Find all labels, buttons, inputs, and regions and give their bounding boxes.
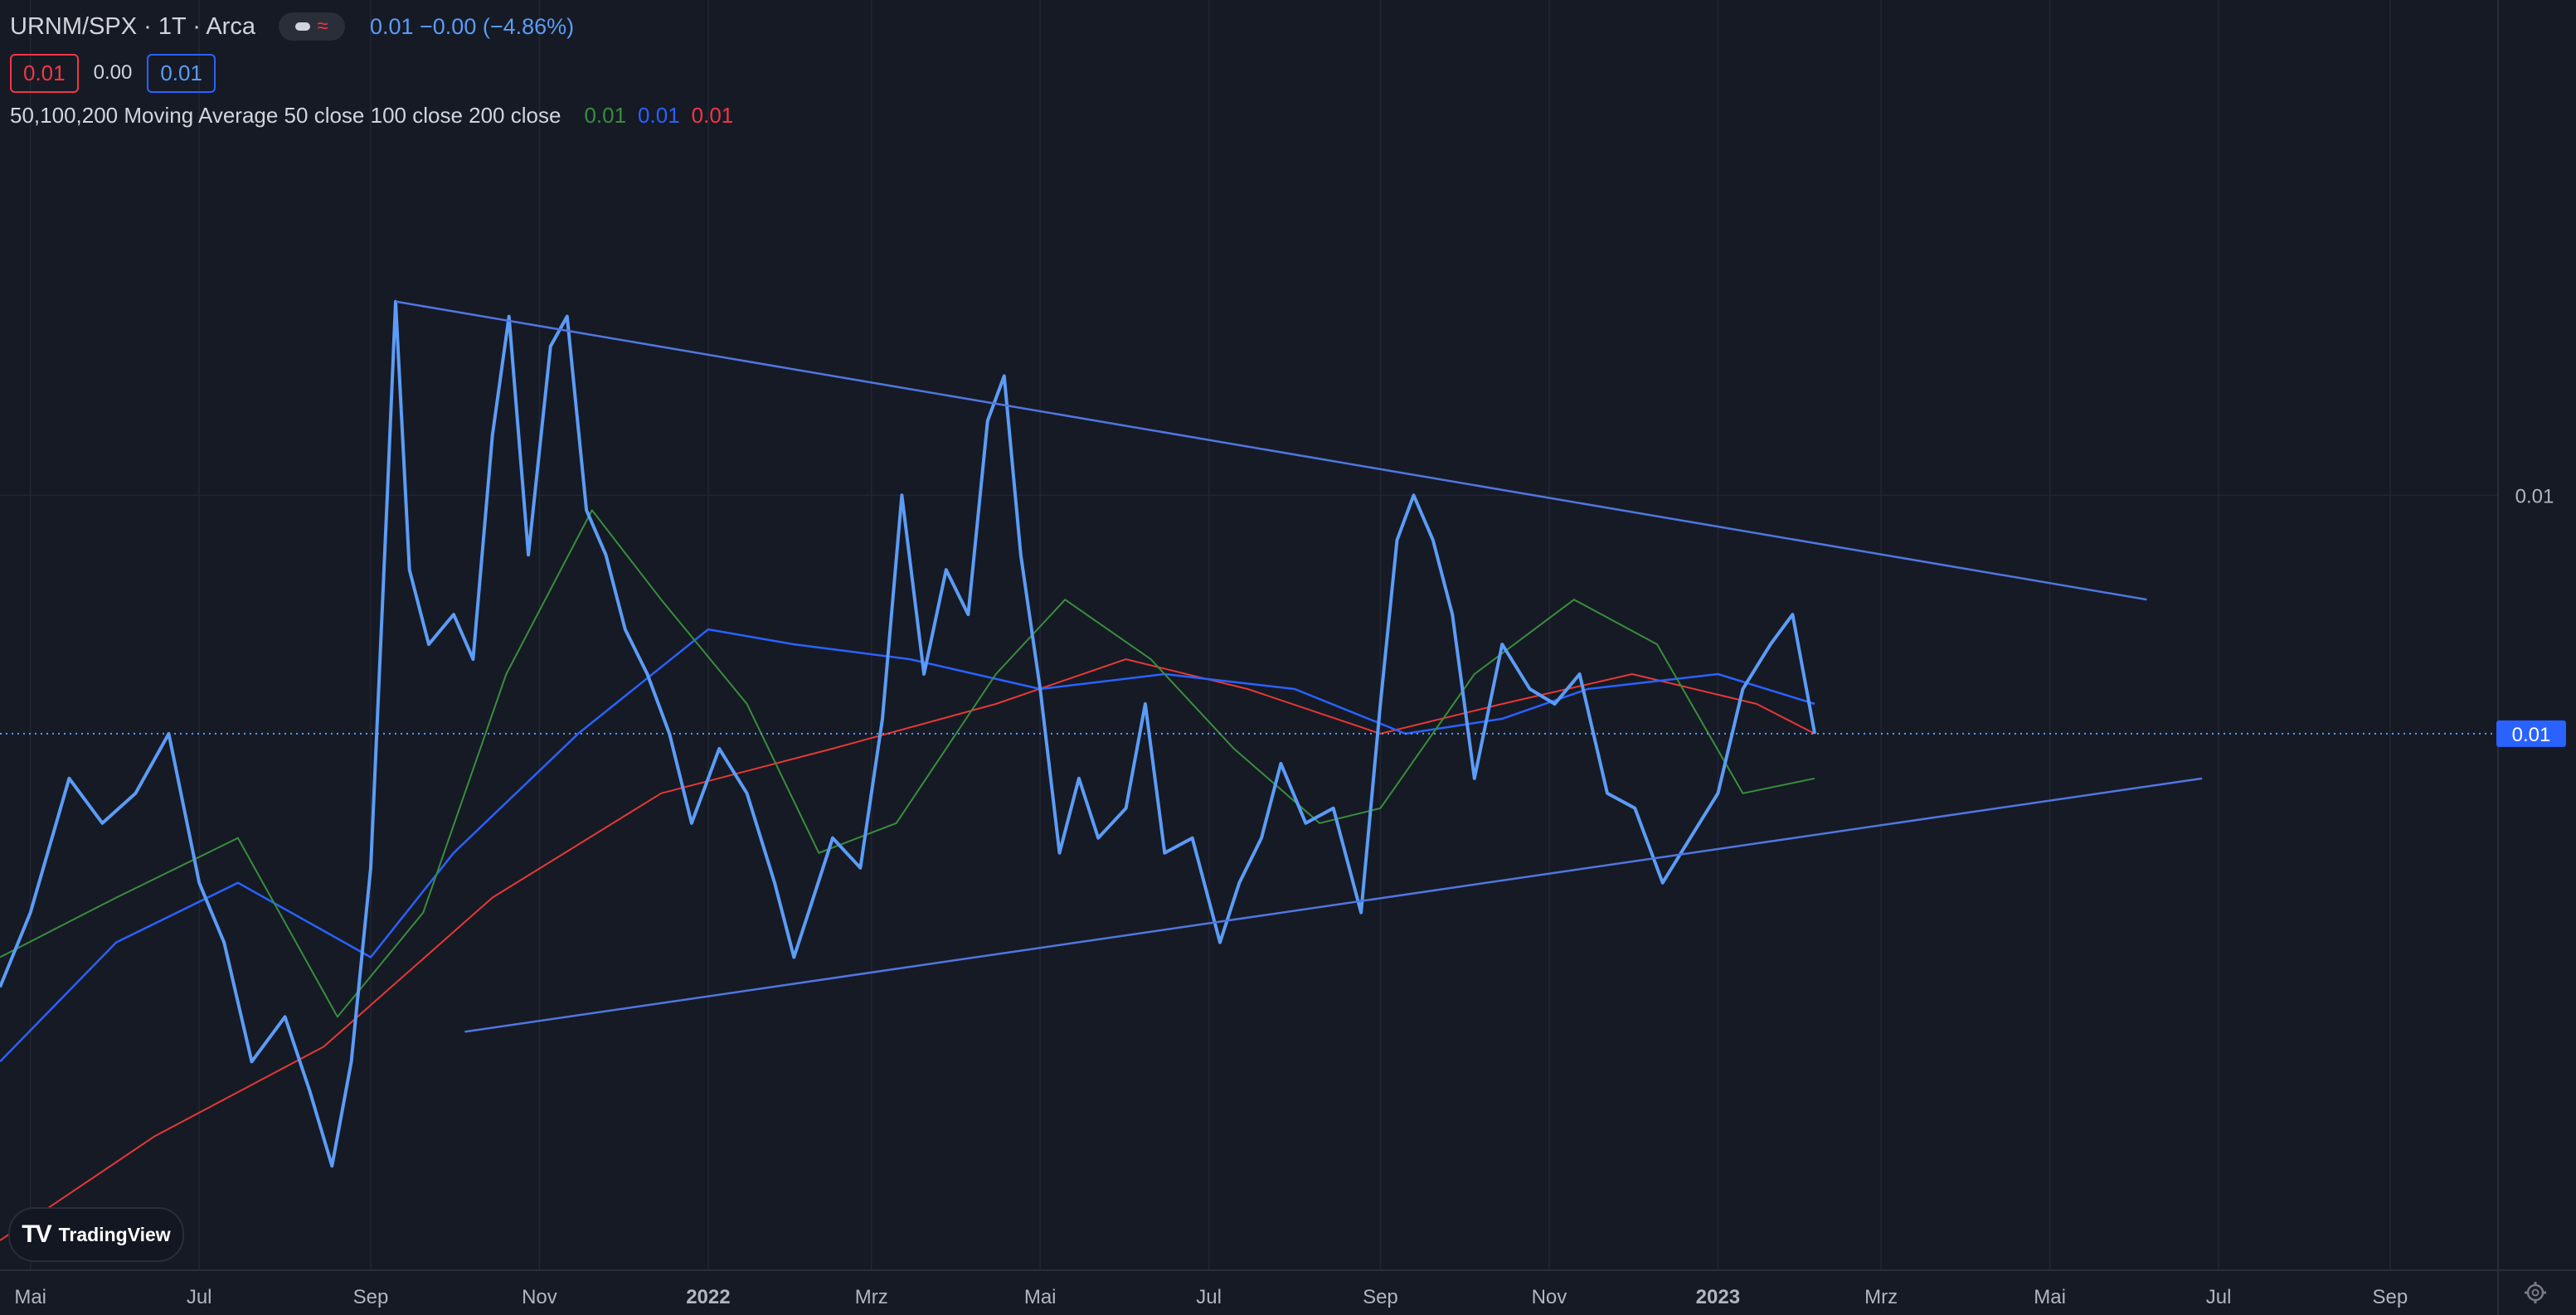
x-tick-label: Sep: [2373, 1286, 2408, 1308]
x-tick-label: Jul: [187, 1286, 212, 1308]
ma50-line: [0, 509, 1815, 1018]
x-tick-label: 2023: [1696, 1286, 1740, 1308]
indicator-label[interactable]: 50,100,200 Moving Average 50 close 100 c…: [10, 103, 561, 128]
eye-icon: [295, 22, 311, 31]
legend: URNM/SPX · 1T · Arca ≈ 0.01 −0.00 (−4.86…: [10, 8, 733, 129]
wave-icon: ≈: [317, 15, 328, 37]
x-tick-label: Nov: [522, 1286, 557, 1308]
x-tick-label: Nov: [1532, 1286, 1567, 1308]
price-line: [0, 299, 1817, 1168]
x-tick-label: Mai: [14, 1286, 46, 1308]
upper-trendline: [395, 300, 2147, 601]
price-quote: 0.01 −0.00 (−4.86%): [369, 13, 575, 39]
sell-price-box[interactable]: 0.01: [10, 53, 79, 93]
series-group: [0, 299, 2498, 1241]
last-price-label: 0.01: [2512, 724, 2551, 746]
logo-text: TradingView: [58, 1223, 171, 1245]
tradingview-logo[interactable]: TV TradingView: [8, 1207, 184, 1262]
trendline-group[interactable]: [395, 300, 2203, 1033]
spread-value: 0.00: [93, 61, 133, 84]
ma200-value: 0.01: [691, 103, 734, 128]
lower-trendline: [464, 777, 2203, 1033]
x-tick-label: Mai: [1024, 1286, 1057, 1308]
ma100-line: [0, 628, 1815, 1063]
grid-lines: [0, 0, 2498, 1270]
x-tick-label: Jul: [2206, 1286, 2232, 1308]
ma200-line: [0, 658, 1815, 1241]
symbol-title[interactable]: URNM/SPX · 1T · Arca: [10, 12, 255, 40]
x-tick-label: Mai: [2034, 1286, 2066, 1308]
x-tick-label: Mrz: [1864, 1286, 1898, 1308]
x-tick-label: Sep: [353, 1286, 389, 1308]
ma50-value: 0.01: [584, 103, 627, 128]
x-tick-label: Mrz: [855, 1286, 888, 1308]
last-price-badge: [2496, 720, 2566, 747]
ma100-value: 0.01: [638, 103, 680, 128]
gear-icon[interactable]: [2523, 1280, 2548, 1305]
buy-price-box[interactable]: 0.01: [147, 53, 216, 93]
x-tick-label: Sep: [1363, 1286, 1398, 1308]
tv-logo-icon: TV: [22, 1220, 51, 1248]
visibility-toggle[interactable]: ≈: [278, 12, 345, 41]
y-tick-label: 0.01: [2515, 485, 2554, 507]
x-tick-label: Jul: [1196, 1286, 1222, 1308]
x-tick-label: 2022: [686, 1286, 730, 1308]
